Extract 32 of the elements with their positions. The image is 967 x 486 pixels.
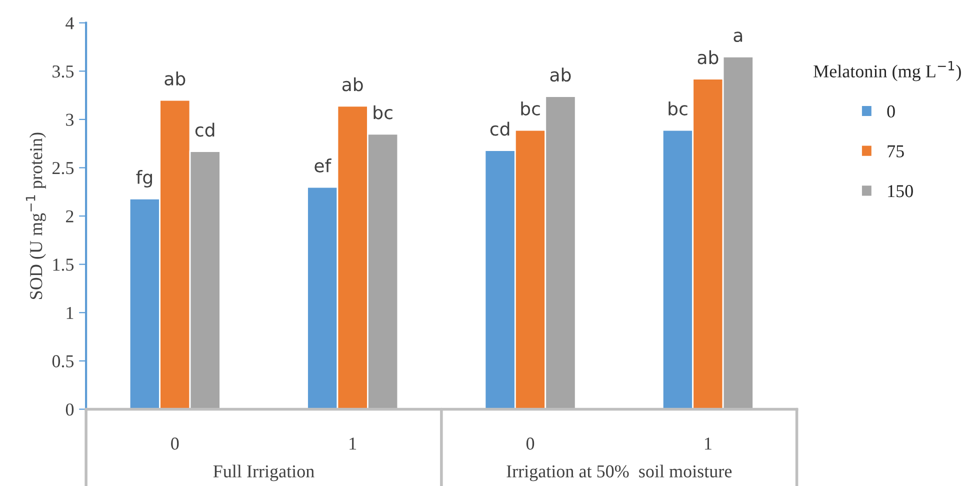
data-label: cd — [490, 122, 510, 136]
x-tick-label: 0 — [526, 438, 534, 450]
y-tick-label: 2 — [66, 210, 74, 222]
data-label: ab — [698, 50, 718, 64]
y-tick-label: 2.5 — [52, 162, 74, 174]
data-label: fg — [136, 170, 152, 188]
y-tick-label: 3 — [66, 114, 74, 126]
legend-label: 0 — [887, 105, 895, 118]
x-tick-label: 1 — [705, 438, 712, 450]
data-label: bc — [668, 101, 688, 116]
data-label: a — [734, 32, 742, 42]
legend-title: Melatonin (mg L$^{−1}$) — [814, 61, 961, 82]
y-tick-label: 0.5 — [52, 355, 74, 368]
data-label: bc — [521, 101, 540, 116]
y-tick-label: 4 — [66, 17, 74, 30]
data-label: bc — [374, 105, 392, 120]
y-axis-title: SOD (U mg$^{−1}$ protein) — [26, 132, 46, 299]
text: Full Irrigation — [213, 464, 314, 482]
y-tick-label: 1 — [66, 306, 74, 319]
data-label: ef — [314, 158, 332, 172]
y-tick-label: 1.5 — [53, 258, 74, 271]
y-tick-label: 3.5 — [52, 65, 74, 78]
legend-label: 75 — [888, 145, 904, 158]
y-tick-label: 0 — [66, 403, 74, 416]
legend-label: 150 — [888, 185, 913, 198]
text: Irrigation at 50% soil moisture — [506, 464, 732, 482]
data-label: ab — [164, 72, 186, 86]
x-tick-label: 1 — [350, 438, 356, 450]
x-tick-label: 0 — [171, 438, 179, 450]
data-label: cd — [195, 122, 214, 137]
data-label: ab — [342, 77, 363, 92]
data-label: ab — [550, 68, 571, 82]
